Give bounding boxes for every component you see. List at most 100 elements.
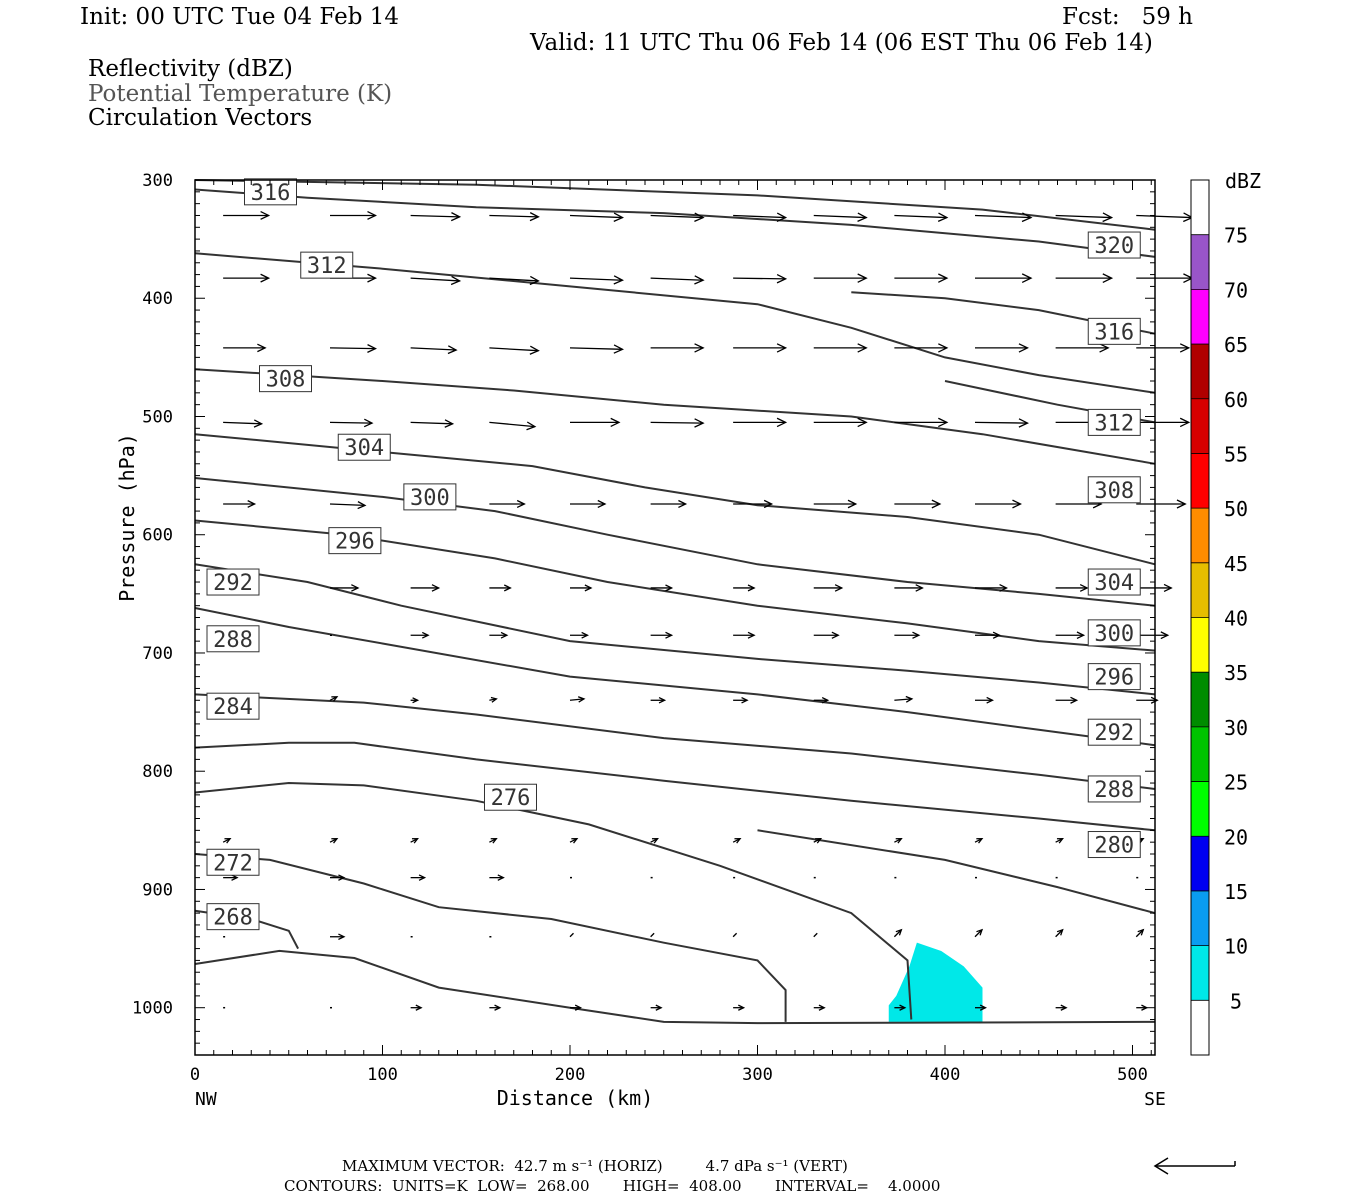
contour-label: 304 (344, 436, 384, 461)
colorbar-segment (1191, 1000, 1209, 1055)
contour-label-box (1087, 718, 1141, 746)
vector-arrowhead (571, 837, 579, 844)
vector-arrowhead (931, 499, 942, 509)
vector-arrowhead (776, 212, 788, 222)
vector-arrowhead (655, 1004, 663, 1011)
vector-arrowhead (1056, 928, 1064, 936)
vector-arrow (813, 214, 867, 219)
vector-arrowhead (584, 584, 593, 592)
vector-arrow (974, 214, 1032, 219)
vector-arrowhead (574, 1004, 582, 1011)
vector-arrowhead (694, 212, 705, 222)
vector-arrow (223, 421, 262, 425)
y-tick-label: 600 (142, 526, 173, 546)
vector-arrowhead (597, 499, 607, 509)
contour-label: 316 (1094, 320, 1134, 345)
colorbar-label: 5 (1230, 989, 1242, 1013)
vector-arrowhead (1176, 499, 1187, 509)
vector-arrowhead (776, 343, 788, 353)
vector-arrow (732, 932, 738, 938)
field-circulation-vectors: Circulation Vectors (88, 105, 313, 131)
vector-arrowhead (338, 933, 346, 941)
x-axis-label: Distance (km) (497, 1086, 654, 1110)
contour-label: 272 (213, 851, 253, 876)
colorbar-label: 40 (1224, 607, 1248, 631)
vector-arrowhead (1079, 584, 1089, 592)
vector-arrowhead (494, 1004, 502, 1011)
colorbar-segment (1191, 508, 1209, 563)
vector-arrowhead (741, 696, 749, 704)
vector-arrow (329, 503, 366, 507)
vector-arrowhead (415, 1004, 423, 1011)
vector-arrowhead (412, 697, 420, 704)
contour-label: 292 (213, 571, 253, 596)
vector-arrowhead (821, 696, 830, 704)
contour-label-box (300, 251, 354, 279)
reflectivity-cell (888, 942, 983, 1022)
vector-arrowhead (937, 212, 949, 222)
colorbar-label: 20 (1224, 825, 1248, 849)
vector-arrow (489, 277, 539, 282)
vector-arrowhead (915, 584, 924, 592)
contour-label: 268 (213, 906, 253, 931)
vector-arrowhead (418, 874, 427, 881)
vector-arrowhead (857, 343, 868, 353)
vector-arrowhead (658, 696, 667, 704)
colorbar-segment (1191, 945, 1209, 1001)
contour-label: 288 (213, 628, 253, 653)
vector-arrow (329, 421, 373, 424)
contour-label: 308 (266, 368, 306, 393)
vector-arrow (650, 421, 704, 424)
colorbar-label: 15 (1224, 880, 1248, 904)
colorbar-segment (1191, 562, 1209, 618)
vector-arrowhead (694, 275, 705, 285)
vector-arrowhead (1102, 273, 1114, 283)
vector-arrowhead (747, 631, 756, 639)
contour-label: 292 (1094, 721, 1134, 746)
vector-arrowhead (1179, 343, 1191, 353)
vector-arrowhead (831, 631, 840, 639)
vector-arrow (974, 929, 983, 938)
vector-arrow (329, 347, 376, 350)
y-tick-label: 700 (142, 644, 173, 664)
vector-arrowhead (610, 417, 621, 427)
vector-arrowhead (1099, 343, 1110, 353)
contour-label: 312 (307, 254, 347, 279)
contour-label-box (206, 692, 260, 720)
vector-arrowhead (776, 274, 788, 284)
colorbar-title: dBZ (1225, 169, 1261, 193)
vector-arrowhead (450, 275, 462, 286)
contour-label-box (1087, 231, 1141, 259)
colorbar-label: 65 (1224, 333, 1248, 357)
vector-arrowhead (1018, 418, 1029, 428)
colorbar-segment (1191, 617, 1209, 673)
contour-label-box (206, 568, 260, 596)
reference-vector-head (1153, 1157, 1169, 1175)
vector-arrowhead (231, 874, 239, 881)
vector-arrowhead (857, 417, 868, 428)
vector-arrowhead (613, 344, 624, 354)
contour-label-box (403, 483, 457, 511)
vector-arrowhead (367, 344, 377, 353)
contour-label: 308 (1094, 479, 1134, 504)
colorbar-label: 60 (1224, 388, 1248, 412)
colorbar-segment (1191, 453, 1209, 509)
colorbar-segment (1191, 726, 1209, 782)
vector-arrowhead (613, 212, 624, 222)
vector-arrowhead (421, 631, 430, 639)
colorbar-segment (1191, 234, 1209, 290)
vector-arrowhead (224, 837, 232, 844)
vector-arrowhead (665, 584, 674, 592)
field-reflectivity: Reflectivity (dBZ) (88, 56, 293, 82)
colorbar-label: 75 (1224, 224, 1248, 248)
vector-arrow (569, 347, 623, 350)
x-tick-label: 500 (1117, 1065, 1148, 1085)
isentrope-line (194, 949, 1156, 1025)
contour-label-box (328, 527, 382, 555)
vector-arrow (894, 214, 947, 219)
vector-arrowhead (665, 631, 674, 639)
vector-arrowhead (678, 499, 688, 509)
vector-arrowhead (351, 584, 360, 592)
contour-label-box (1087, 831, 1141, 859)
vector-arrowhead (490, 837, 498, 844)
